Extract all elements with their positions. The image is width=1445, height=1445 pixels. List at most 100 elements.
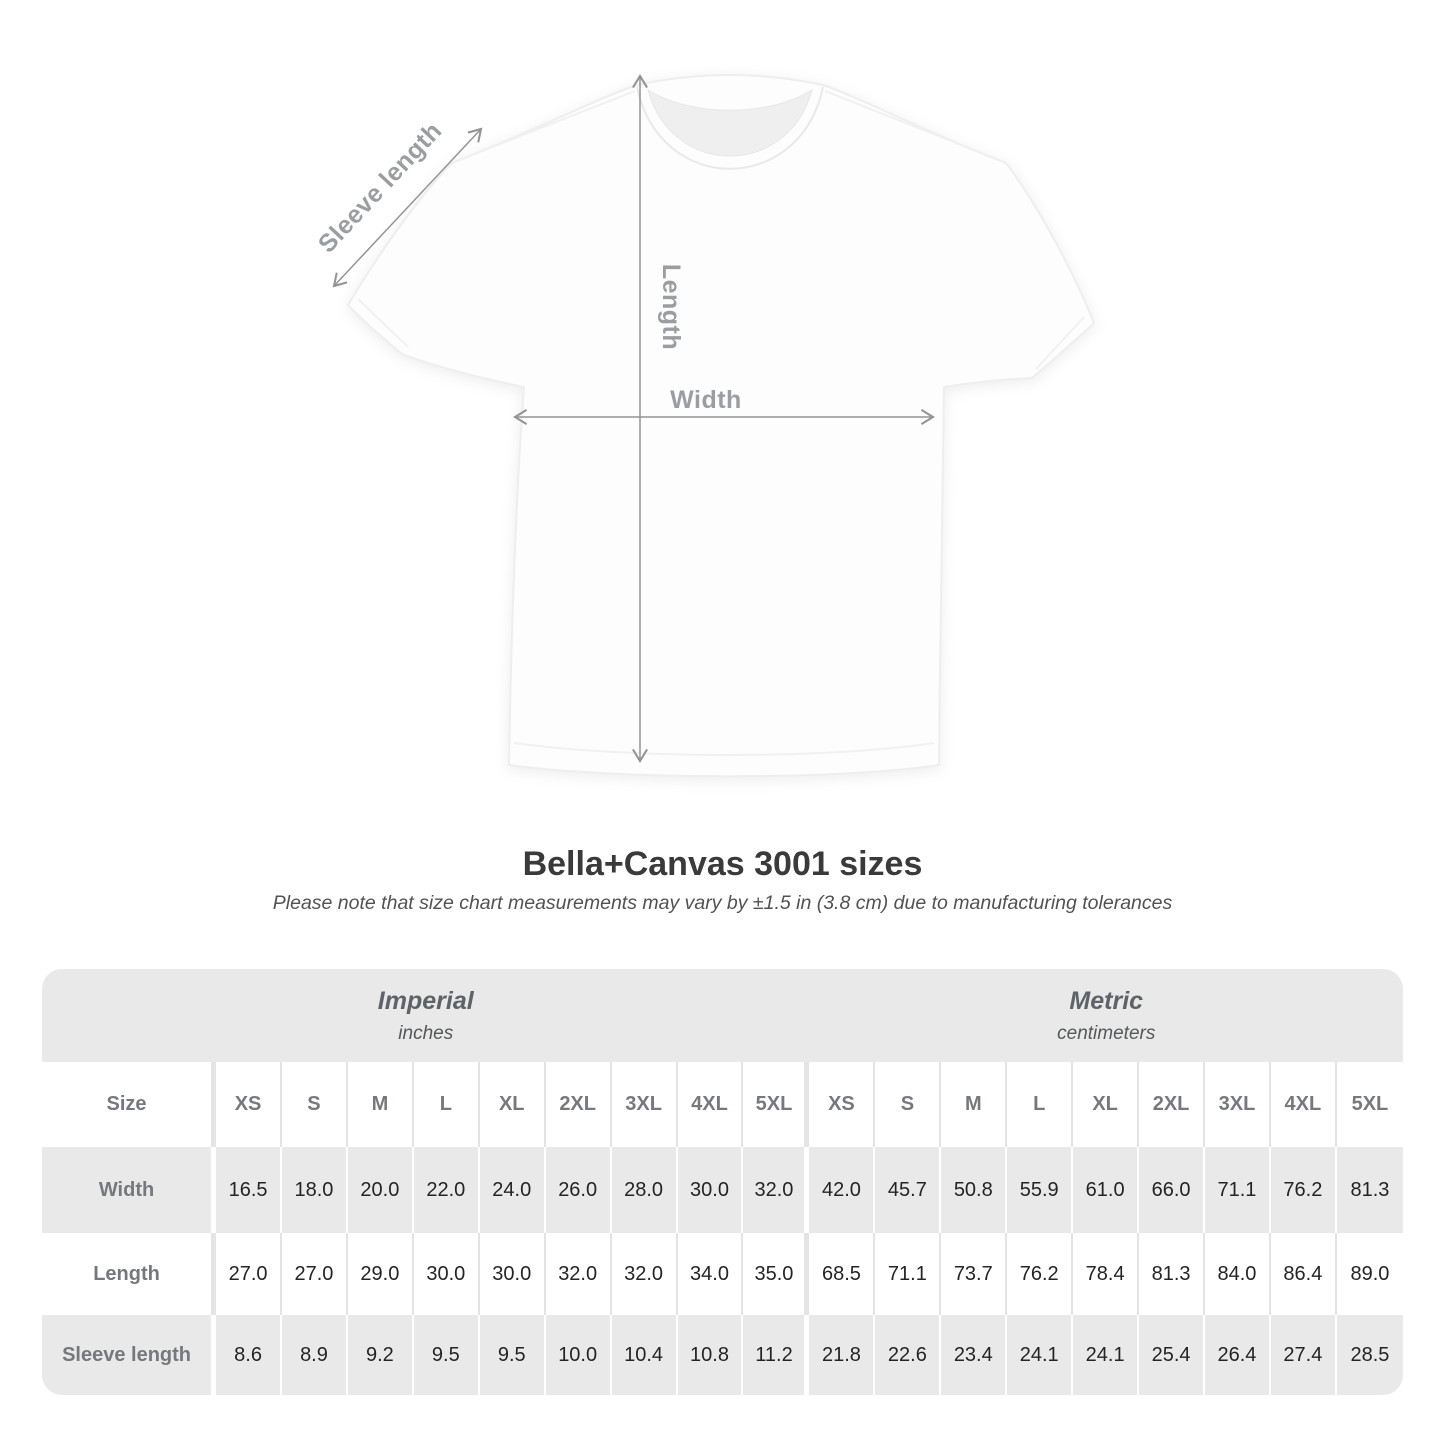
table-cell: 23.4: [941, 1315, 1008, 1395]
width-label: Width: [670, 386, 742, 414]
table-cell: 45.7: [875, 1147, 942, 1233]
table-cell: 68.5: [809, 1233, 876, 1315]
size-col-header-imperial-4xl: 4XL: [677, 1062, 744, 1147]
table-cell: 81.3: [1139, 1233, 1206, 1315]
size-col-header-metric-s: S: [875, 1062, 942, 1147]
size-col-header-imperial-xs: XS: [216, 1062, 283, 1147]
metric-unit-sublabel: centimeters: [1057, 1022, 1156, 1044]
size-col-header-imperial-l: L: [413, 1062, 480, 1147]
table-cell: 84.0: [1205, 1233, 1271, 1315]
cuff-stitch-right: [1035, 316, 1085, 370]
table-cell: 9.5: [479, 1315, 546, 1395]
table-cell: 30.0: [479, 1233, 546, 1315]
table-cell: 11.2: [743, 1315, 810, 1395]
size-col-header-metric-l: L: [1007, 1062, 1074, 1147]
table-cell: 29.0: [347, 1233, 414, 1315]
table-cell: 27.4: [1270, 1315, 1337, 1395]
table-cell: 22.0: [413, 1147, 480, 1233]
table-cell: 35.0: [743, 1233, 810, 1315]
collar-opening: [647, 88, 813, 157]
table-cell: 20.0: [347, 1147, 414, 1233]
size-col-header-imperial-3xl: 3XL: [611, 1062, 678, 1147]
size-col-header-metric-m: M: [941, 1062, 1008, 1147]
table-cell: 42.0: [809, 1147, 876, 1233]
table-cell: 10.8: [677, 1315, 744, 1395]
size-col-header-metric-5xl: 5XL: [1336, 1062, 1403, 1147]
size-col-header-imperial-5xl: 5XL: [743, 1062, 810, 1147]
size-col-header-metric-xl: XL: [1073, 1062, 1140, 1147]
size-header-label: Size: [42, 1062, 217, 1147]
size-col-header-imperial-m: M: [347, 1062, 414, 1147]
table-cell: 9.2: [347, 1315, 414, 1395]
size-table: Imperial inches Metric centimeters Size …: [42, 969, 1403, 1395]
table-cell: 30.0: [413, 1233, 480, 1315]
row-label: Length: [42, 1233, 217, 1315]
imperial-unit-sublabel: inches: [398, 1022, 454, 1044]
unit-header-row: Imperial inches Metric centimeters: [42, 969, 1403, 1062]
table-cell: 50.8: [941, 1147, 1008, 1233]
imperial-header-cell: Imperial inches: [42, 969, 810, 1062]
table-cell: 76.2: [1007, 1233, 1074, 1315]
table-cell: 25.4: [1139, 1315, 1206, 1395]
size-chart-title: Bella+Canvas 3001 sizes: [522, 845, 923, 883]
table-cell: 71.1: [875, 1233, 942, 1315]
table-cell: 32.0: [743, 1147, 810, 1233]
tshirt-body: [347, 74, 1095, 778]
table-cell: 73.7: [941, 1233, 1008, 1315]
table-cell: 26.0: [545, 1147, 612, 1233]
table-cell: 22.6: [875, 1315, 942, 1395]
table-cell: 81.3: [1336, 1147, 1403, 1233]
table-cell: 8.9: [282, 1315, 348, 1395]
metric-header-cell: Metric centimeters: [809, 969, 1403, 1062]
size-chart-subtitle: Please note that size chart measurements…: [272, 892, 1173, 914]
hem-stitch: [513, 742, 935, 756]
table-row: Length 27.0 27.0 29.0 30.0 30.0 32.0 32.0 34.0 35…: [42, 1233, 1403, 1315]
size-col-header-metric-xs: XS: [809, 1062, 876, 1147]
size-col-header-imperial-2xl: 2XL: [545, 1062, 612, 1147]
imperial-unit-label: Imperial: [377, 986, 474, 1015]
table-cell: 18.0: [282, 1147, 348, 1233]
table-cell: 28.0: [611, 1147, 678, 1233]
table-cell: 9.5: [413, 1315, 480, 1395]
sleeve-length-arrow: [332, 127, 483, 288]
table-cell: 89.0: [1336, 1233, 1403, 1315]
table-cell: 16.5: [216, 1147, 283, 1233]
table-cell: 10.0: [545, 1315, 612, 1395]
table-cell: 28.5: [1336, 1315, 1403, 1395]
table-cell: 24.0: [479, 1147, 546, 1233]
table-cell: 26.4: [1205, 1315, 1271, 1395]
size-col-header-metric-4xl: 4XL: [1270, 1062, 1337, 1147]
table-cell: 76.2: [1270, 1147, 1337, 1233]
table-cell: 32.0: [611, 1233, 678, 1315]
cuff-stitch-left: [357, 298, 409, 348]
table-cell: 66.0: [1139, 1147, 1206, 1233]
table-cell: 78.4: [1073, 1233, 1140, 1315]
table-cell: 24.1: [1073, 1315, 1140, 1395]
tshirt-diagram: Sleeve length Length Width: [300, 45, 1160, 800]
size-col-header-imperial-s: S: [282, 1062, 348, 1147]
row-label: Sleeve length: [42, 1315, 217, 1395]
table-cell: 8.6: [216, 1315, 283, 1395]
table-cell: 86.4: [1270, 1233, 1337, 1315]
size-col-header-metric-3xl: 3XL: [1205, 1062, 1271, 1147]
table-cell: 24.1: [1007, 1315, 1074, 1395]
size-col-header-metric-2xl: 2XL: [1139, 1062, 1206, 1147]
shoulder-seam-left: [453, 90, 636, 163]
table-cell: 27.0: [216, 1233, 283, 1315]
collar-band: [636, 86, 824, 170]
table-cell: 55.9: [1007, 1147, 1074, 1233]
table-cell: 34.0: [677, 1233, 744, 1315]
table-row: Sleeve length 8.6 8.9 9.2 9.5 9.5 10.0 10.4 10.8…: [42, 1315, 1403, 1395]
table-cell: 27.0: [282, 1233, 348, 1315]
table-cell: 21.8: [809, 1315, 876, 1395]
metric-unit-label: Metric: [1069, 986, 1144, 1015]
row-label: Width: [42, 1147, 217, 1233]
table-cell: 30.0: [677, 1147, 744, 1233]
tshirt-outline: [347, 74, 1095, 778]
table-cell: 32.0: [545, 1233, 612, 1315]
table-cell: 10.4: [611, 1315, 678, 1395]
length-label: Length: [657, 264, 685, 350]
table-row: Width 16.5 18.0 20.0 22.0 24.0 26.0 28.0 30.0 32.…: [42, 1147, 1403, 1233]
size-header-row: Size XS S M L XL 2XL 3XL 4XL 5XL XS S M L XL 2XL 3XL 4XL…: [42, 1062, 1403, 1147]
